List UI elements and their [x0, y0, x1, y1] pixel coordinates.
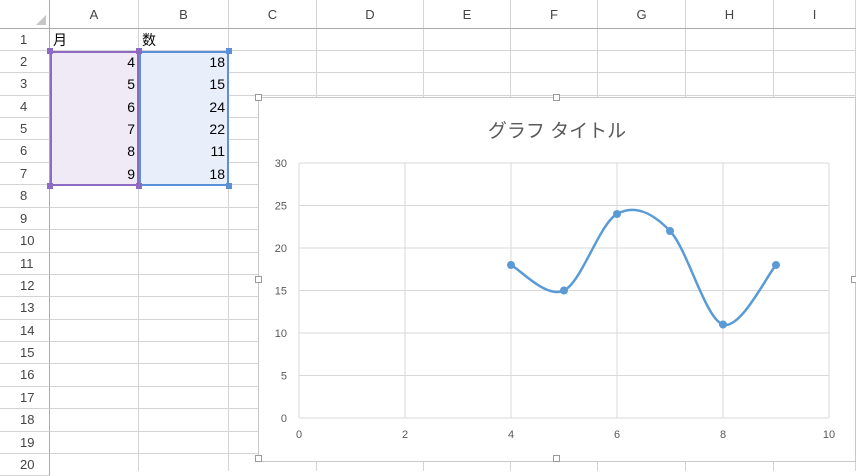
- x-tick-label-4: 4: [508, 429, 514, 441]
- cell-a4[interactable]: 6: [127, 99, 135, 115]
- column-header-a[interactable]: A: [50, 0, 139, 29]
- x-tick-label-6: 6: [614, 429, 620, 441]
- chart-title[interactable]: グラフ タイトル: [487, 121, 627, 142]
- range-handle-a-top-left[interactable]: [47, 48, 53, 54]
- row-header-1[interactable]: 1: [0, 29, 50, 51]
- y-tick-label-5: 5: [281, 371, 287, 383]
- row-header-10[interactable]: 10: [0, 230, 50, 253]
- cell-b1[interactable]: 数: [142, 32, 156, 48]
- cell-b3[interactable]: 15: [209, 76, 225, 92]
- y-tick-label-10: 10: [275, 328, 287, 340]
- cell-a2[interactable]: 4: [127, 54, 135, 70]
- range-handle-a-top-right[interactable]: [136, 48, 142, 54]
- y-tick-label-30: 30: [275, 158, 287, 170]
- column-header-i[interactable]: I: [774, 0, 856, 29]
- range-handle-b-bottom-right[interactable]: [226, 183, 232, 189]
- x-tick-label-10: 10: [823, 429, 835, 441]
- row-header-13[interactable]: 13: [0, 297, 50, 320]
- column-header-h[interactable]: H: [686, 0, 774, 29]
- data-point-8[interactable]: [719, 320, 727, 329]
- series-line[interactable]: [510, 208, 777, 326]
- chart-plot[interactable]: 0 5 10 15 20 25 30 0 2 4 6 8 10: [259, 98, 855, 461]
- row-header-3[interactable]: 3: [0, 73, 50, 96]
- cell-a6[interactable]: 8: [127, 143, 135, 159]
- chart-resize-handle-bottom-left[interactable]: [255, 455, 262, 462]
- cell-a3[interactable]: 5: [127, 76, 135, 92]
- x-tick-label-2: 2: [402, 429, 408, 441]
- chart-area[interactable]: グラフ タイトル 0 5 10 15 20 25 30 0 2 4 6 8 10: [255, 94, 856, 462]
- chart-resize-handle-top[interactable]: [553, 94, 560, 101]
- range-handle-a-bottom-right[interactable]: [136, 183, 142, 189]
- cell-a5[interactable]: 7: [127, 121, 135, 137]
- row-header-18[interactable]: 18: [0, 409, 50, 432]
- row-header-11[interactable]: 11: [0, 253, 50, 275]
- select-all-triangle-icon: [36, 15, 46, 25]
- row-header-6[interactable]: 6: [0, 140, 50, 163]
- row-header-9[interactable]: 9: [0, 208, 50, 230]
- range-handle-a-bottom-left[interactable]: [47, 183, 53, 189]
- cell-a7[interactable]: 9: [127, 166, 135, 182]
- row-header-17[interactable]: 17: [0, 387, 50, 409]
- x-tick-label-8: 8: [720, 429, 726, 441]
- selection-range-b[interactable]: [139, 51, 229, 186]
- x-tick-label-0: 0: [296, 429, 302, 441]
- data-point-9[interactable]: [772, 261, 780, 269]
- row-header-15[interactable]: 15: [0, 342, 50, 364]
- cell-a1[interactable]: 月: [53, 32, 67, 48]
- cell-b2[interactable]: 18: [209, 54, 225, 70]
- chart-resize-handle-bottom[interactable]: [553, 455, 560, 462]
- data-point-6[interactable]: [613, 210, 621, 218]
- column-header-g[interactable]: G: [598, 0, 686, 29]
- row-header-7[interactable]: 7: [0, 163, 50, 185]
- data-point-4[interactable]: [507, 261, 515, 269]
- chart-resize-handle-top-left[interactable]: [255, 94, 262, 101]
- cell-b5[interactable]: 22: [209, 121, 225, 137]
- data-point-7[interactable]: [666, 227, 674, 235]
- row-header-19[interactable]: 19: [0, 432, 50, 454]
- row-header-5[interactable]: 5: [0, 118, 50, 140]
- row-header-4[interactable]: 4: [0, 96, 50, 118]
- cell-b6[interactable]: 11: [210, 143, 225, 159]
- row-header-2[interactable]: 2: [0, 51, 50, 73]
- row-header-8[interactable]: 8: [0, 185, 50, 208]
- data-point-5[interactable]: [560, 286, 568, 295]
- chart-resize-handle-right[interactable]: [851, 276, 856, 283]
- cell-b4[interactable]: 24: [209, 99, 225, 115]
- row-header-20[interactable]: 20: [0, 454, 50, 476]
- row-header-12[interactable]: 12: [0, 275, 50, 297]
- range-handle-b-top-right[interactable]: [226, 48, 232, 54]
- row-header-14[interactable]: 14: [0, 320, 50, 342]
- column-header-f[interactable]: F: [511, 0, 598, 29]
- chart-resize-handle-left[interactable]: [255, 276, 262, 283]
- column-header-d[interactable]: D: [317, 0, 424, 29]
- y-tick-label-25: 25: [275, 201, 287, 213]
- column-header-e[interactable]: E: [424, 0, 511, 29]
- cell-b7[interactable]: 18: [209, 166, 225, 182]
- select-all-corner[interactable]: [0, 0, 50, 29]
- selection-range-a[interactable]: [50, 51, 139, 186]
- y-tick-label-0: 0: [281, 413, 287, 425]
- y-tick-label-20: 20: [275, 243, 287, 255]
- column-header-b[interactable]: B: [139, 0, 229, 29]
- y-tick-label-15: 15: [275, 286, 287, 298]
- column-header-c[interactable]: C: [229, 0, 317, 29]
- row-header-16[interactable]: 16: [0, 364, 50, 387]
